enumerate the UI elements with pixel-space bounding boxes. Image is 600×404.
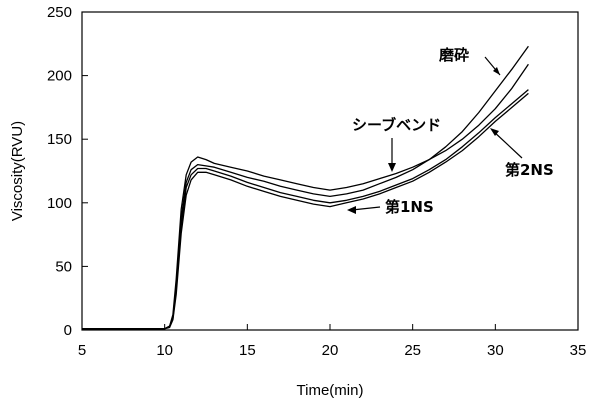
y-tick-label: 200	[47, 68, 72, 85]
plot-frame	[81, 11, 579, 331]
annotation-layer: 磨砕 シーブベンド 第2NS 第1NS	[347, 46, 554, 216]
annotation-arrowhead-sievebend	[388, 163, 396, 172]
x-axis-ticks: 5 10 15 20 25 30 35	[78, 324, 587, 359]
annotation-arrowhead-grinding	[493, 67, 500, 75]
annotation-label-ns2: 第2NS	[505, 161, 554, 179]
series-line-ns1	[82, 92, 529, 330]
y-tick-label: 0	[64, 322, 72, 339]
y-tick-label: 250	[47, 4, 72, 21]
y-axis-title: Viscosity(RVU)	[9, 121, 26, 221]
annotation-arrowhead-ns1	[347, 206, 356, 214]
y-tick-label: 50	[55, 258, 72, 275]
x-tick-label: 10	[156, 342, 173, 359]
annotation-label-ns1: 第1NS	[385, 198, 434, 216]
annotation-label-sievebend: シーブベンド	[352, 116, 441, 134]
x-tick-label: 20	[322, 342, 339, 359]
x-tick-label: 25	[404, 342, 421, 359]
series-line-grinding	[82, 45, 529, 330]
annotation-arrowhead-ns2	[490, 128, 499, 136]
series-layer	[82, 45, 529, 330]
annotation-arrow-ns1	[351, 206, 381, 211]
y-tick-label: 100	[47, 195, 72, 212]
x-tick-label: 15	[239, 342, 256, 359]
y-axis-ticks: 0 50 100 150 200 250	[47, 4, 88, 339]
x-tick-label: 5	[78, 342, 86, 359]
y-tick-label: 150	[47, 131, 72, 148]
series-line-sievebend	[82, 63, 529, 330]
x-axis-title: Time(min)	[297, 382, 364, 399]
annotation-arrow-ns2	[491, 129, 523, 159]
x-tick-label: 30	[487, 342, 504, 359]
series-line-ns2	[82, 89, 529, 330]
x-tick-label: 35	[570, 342, 587, 359]
annotation-label-grinding: 磨砕	[438, 46, 469, 64]
